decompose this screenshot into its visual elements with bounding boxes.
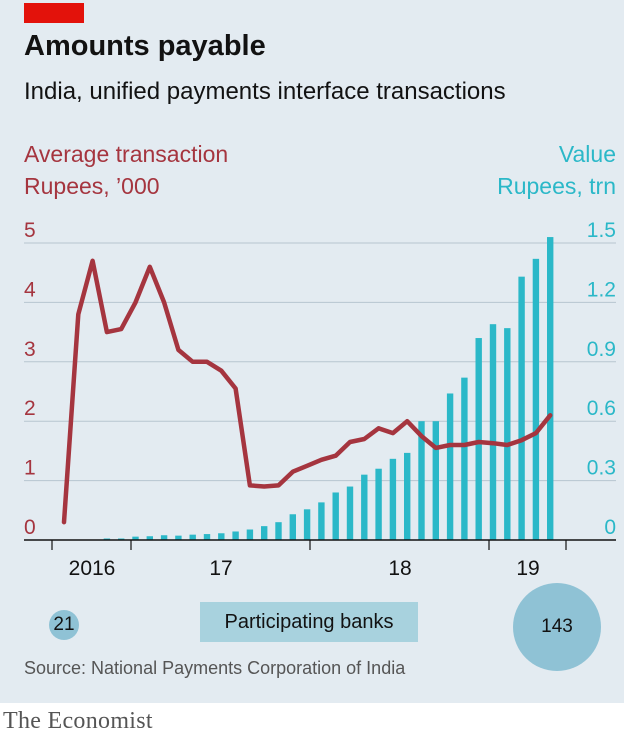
right-axis-title: Value <box>559 141 616 167</box>
bar-value <box>146 536 153 540</box>
right-tick-label: 0.9 <box>587 338 616 361</box>
bar-value <box>132 536 139 540</box>
publisher-brand: The Economist <box>3 708 153 734</box>
bar-value <box>547 237 554 540</box>
bar-value <box>218 533 225 540</box>
chart-title: Amounts payable <box>24 30 266 62</box>
banks-start-bubble: 21 <box>49 610 79 640</box>
left-tick-label: 0 <box>24 516 36 539</box>
right-tick-label: 0 <box>604 516 616 539</box>
bar-value <box>389 458 397 540</box>
brand-tag <box>24 3 84 23</box>
left-tick-label: 5 <box>24 219 36 242</box>
bar-value <box>475 338 482 540</box>
bar-value <box>489 324 497 540</box>
bar-value <box>289 514 296 540</box>
bar-value <box>261 526 268 540</box>
x-tick-label: 17 <box>209 557 232 580</box>
right-tick-label: 0.6 <box>587 397 616 420</box>
left-tick-label: 1 <box>24 457 36 480</box>
bar-value <box>246 529 254 540</box>
x-tick-label: 18 <box>388 557 411 580</box>
bar-value <box>203 534 211 540</box>
bar-value <box>303 509 311 540</box>
chart-subtitle: India, unified payments interface transa… <box>24 78 506 105</box>
bar-value <box>175 535 182 540</box>
bar-value <box>160 535 168 540</box>
participating-banks-label: Participating banks <box>200 602 418 642</box>
source-note: Source: National Payments Corporation of… <box>24 658 406 678</box>
bar-value <box>504 328 511 540</box>
left-tick-label: 4 <box>24 278 36 301</box>
x-tick-label: 2016 <box>69 557 116 580</box>
bar-value <box>375 468 382 540</box>
bar-value <box>432 421 439 540</box>
left-axis-title: Average transaction <box>24 141 228 167</box>
left-tick-label: 2 <box>24 397 36 420</box>
bar-value <box>418 421 425 540</box>
bar-value <box>404 452 411 540</box>
bar-value <box>346 486 354 540</box>
right-axis-unit: Rupees, trn <box>497 173 616 199</box>
right-tick-label: 1.2 <box>587 278 616 301</box>
banks-end-bubble: 143 <box>513 583 601 671</box>
bar-value <box>461 377 468 540</box>
bar-value <box>361 474 368 540</box>
bar-value <box>332 492 339 540</box>
left-tick-label: 3 <box>24 338 36 361</box>
right-tick-label: 0.3 <box>587 457 616 480</box>
left-axis-unit: Rupees, ’000 <box>24 173 160 199</box>
bar-value <box>318 502 325 540</box>
bar-value <box>232 531 239 540</box>
bar-value <box>518 276 525 540</box>
average-transaction-line <box>61 258 553 525</box>
bar-value <box>189 534 196 540</box>
bar-value <box>532 258 540 540</box>
bar-value <box>275 522 282 540</box>
bar-value <box>446 393 454 540</box>
right-tick-label: 1.5 <box>587 219 616 242</box>
x-tick-label: 19 <box>516 557 539 580</box>
